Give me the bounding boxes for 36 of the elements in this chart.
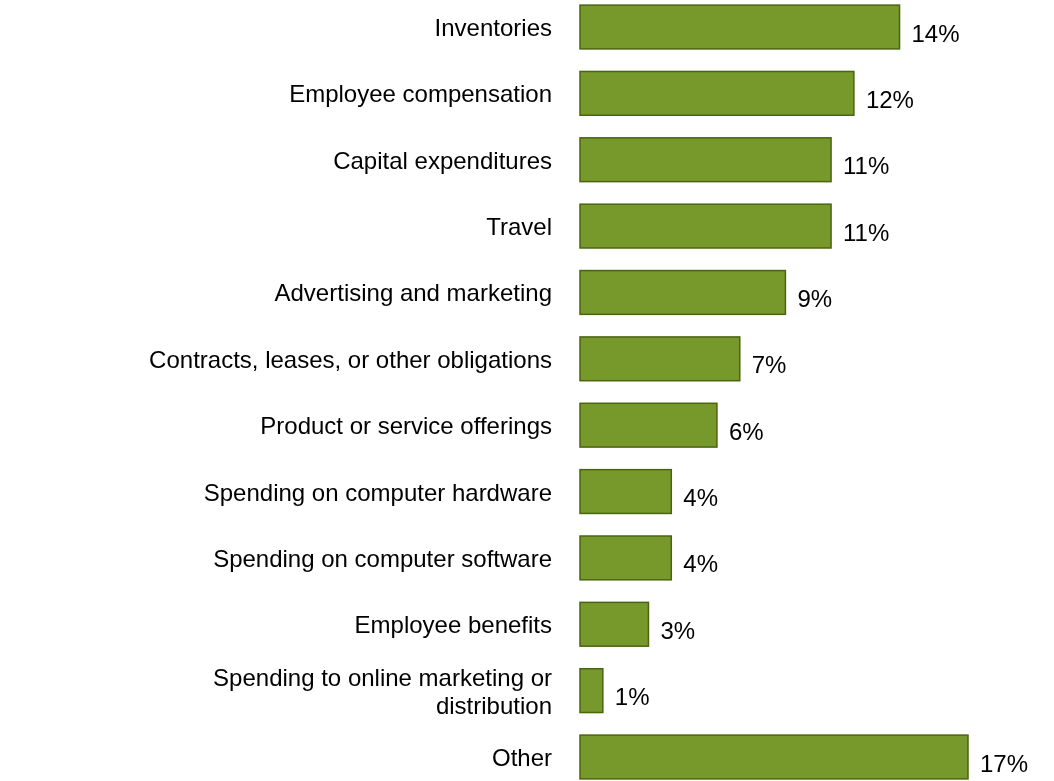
y-tick-label: Inventories bbox=[434, 13, 552, 41]
data-label: 3% bbox=[660, 616, 696, 644]
bar bbox=[579, 402, 718, 448]
y-tick-label: Spending to online marketing or distribution bbox=[213, 663, 552, 719]
bar bbox=[579, 137, 832, 183]
y-tick-label: Product or service offerings bbox=[260, 411, 552, 439]
y-tick-label: Advertising and marketing bbox=[274, 278, 552, 306]
bar bbox=[579, 269, 787, 316]
bar bbox=[579, 70, 855, 117]
data-label: 4% bbox=[683, 550, 718, 578]
y-tick-label: Employee benefits bbox=[354, 610, 552, 638]
data-label: 14% bbox=[911, 19, 960, 47]
data-label: 1% bbox=[614, 683, 650, 711]
bar bbox=[579, 336, 741, 382]
data-label: 17% bbox=[980, 749, 1029, 777]
data-label: 9% bbox=[797, 284, 833, 312]
y-tick-label: Spending on computer hardware bbox=[203, 478, 552, 506]
y-tick-label: Spending on computer software bbox=[213, 544, 552, 572]
bar bbox=[579, 734, 969, 780]
data-label: 7% bbox=[751, 351, 787, 379]
y-tick-label: Contracts, leases, or other obligations bbox=[149, 345, 552, 373]
bar bbox=[579, 203, 832, 249]
data-label: 12% bbox=[865, 85, 914, 113]
data-label: 11% bbox=[843, 218, 890, 246]
y-tick-label: Capital expenditures bbox=[333, 146, 552, 174]
data-label: 4% bbox=[683, 484, 718, 512]
data-label: 6% bbox=[728, 417, 764, 445]
bar bbox=[579, 468, 673, 515]
data-label: 11% bbox=[843, 152, 890, 180]
bar bbox=[579, 601, 650, 647]
bar bbox=[579, 4, 901, 50]
y-tick-label: Employee compensation bbox=[289, 79, 552, 107]
bar bbox=[579, 535, 673, 581]
y-tick-label: Travel bbox=[486, 212, 552, 240]
y-tick-label: Other bbox=[491, 743, 552, 771]
bar bbox=[579, 667, 604, 714]
